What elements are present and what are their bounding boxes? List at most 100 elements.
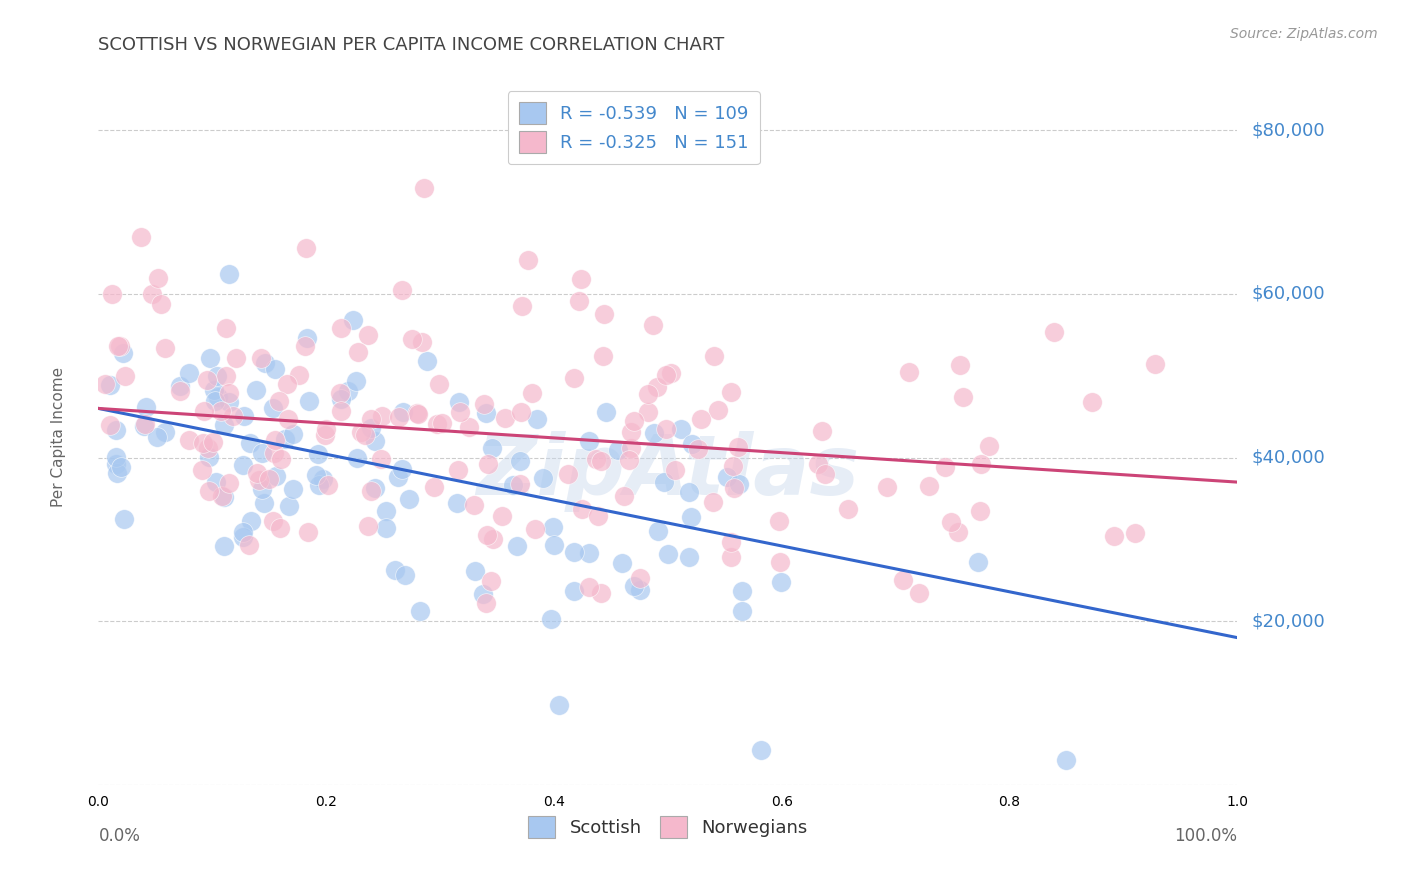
Point: [205, 475, 228, 490]
Point: [967, 555, 990, 569]
Point: [1054, 753, 1077, 767]
Point: [225, 351, 247, 365]
Point: [342, 312, 364, 326]
Point: [411, 334, 433, 349]
Point: [449, 405, 471, 419]
Point: [562, 544, 585, 558]
Point: [264, 468, 287, 483]
Point: [249, 351, 271, 365]
Point: [707, 402, 730, 417]
Point: [645, 380, 668, 394]
Point: [918, 479, 941, 493]
Point: [427, 377, 450, 392]
Point: [721, 459, 744, 474]
Point: [1102, 529, 1125, 543]
Point: [716, 470, 738, 484]
Point: [891, 573, 914, 587]
Point: [112, 346, 135, 360]
Point: [218, 395, 240, 409]
Point: [595, 405, 617, 419]
Point: [768, 555, 790, 569]
Point: [384, 563, 406, 577]
Point: [406, 405, 429, 419]
Point: [104, 457, 127, 471]
Point: [516, 253, 538, 268]
Point: [578, 434, 600, 448]
Point: [222, 409, 245, 423]
Point: [447, 463, 470, 477]
Point: [252, 482, 274, 496]
Point: [592, 307, 614, 321]
Point: [387, 410, 409, 425]
Point: [371, 409, 394, 424]
Point: [430, 416, 453, 430]
Point: [652, 475, 675, 489]
Point: [509, 477, 531, 491]
Point: [643, 318, 665, 332]
Point: [318, 477, 340, 491]
Point: [197, 441, 219, 455]
Point: [446, 496, 468, 510]
Point: [387, 469, 409, 483]
Point: [979, 439, 1001, 453]
Point: [628, 570, 651, 584]
Point: [357, 519, 380, 533]
Point: [623, 579, 645, 593]
Point: [617, 453, 640, 467]
Point: [510, 299, 533, 313]
Point: [814, 467, 837, 482]
Point: [153, 425, 176, 439]
Point: [948, 524, 970, 539]
Point: [477, 457, 499, 471]
Point: [416, 354, 439, 368]
Point: [336, 384, 359, 399]
Text: SCOTTISH VS NORWEGIAN PER CAPITA INCOME CORRELATION CHART: SCOTTISH VS NORWEGIAN PER CAPITA INCOME …: [98, 36, 724, 54]
Point: [727, 440, 749, 454]
Point: [239, 436, 262, 450]
Text: Per Capita Income: Per Capita Income: [51, 367, 66, 508]
Point: [360, 421, 382, 435]
Point: [678, 485, 700, 500]
Point: [344, 374, 367, 388]
Point: [475, 406, 498, 420]
Point: [876, 480, 898, 494]
Point: [562, 584, 585, 599]
Point: [703, 350, 725, 364]
Point: [374, 503, 396, 517]
Point: [623, 414, 645, 428]
Text: 100.0%: 100.0%: [1174, 827, 1237, 845]
Point: [463, 498, 485, 512]
Point: [543, 539, 565, 553]
Point: [212, 417, 235, 432]
Point: [247, 473, 270, 487]
Point: [510, 405, 533, 419]
Point: [655, 368, 678, 383]
Point: [212, 540, 235, 554]
Point: [288, 368, 311, 382]
Point: [392, 405, 415, 419]
Point: [218, 267, 240, 281]
Point: [637, 387, 659, 401]
Point: [329, 385, 352, 400]
Point: [807, 457, 830, 471]
Point: [364, 481, 387, 495]
Point: [1080, 394, 1102, 409]
Point: [270, 451, 292, 466]
Point: [315, 421, 337, 435]
Point: [578, 581, 600, 595]
Point: [307, 447, 329, 461]
Point: [264, 433, 287, 447]
Point: [723, 481, 745, 495]
Point: [105, 467, 128, 481]
Point: [702, 495, 724, 509]
Point: [349, 425, 371, 439]
Point: [1043, 326, 1066, 340]
Point: [657, 547, 679, 561]
Point: [908, 586, 931, 600]
Point: [264, 361, 287, 376]
Point: [1144, 357, 1167, 371]
Point: [647, 524, 669, 539]
Point: [278, 499, 301, 513]
Point: [114, 369, 136, 384]
Point: [457, 420, 479, 434]
